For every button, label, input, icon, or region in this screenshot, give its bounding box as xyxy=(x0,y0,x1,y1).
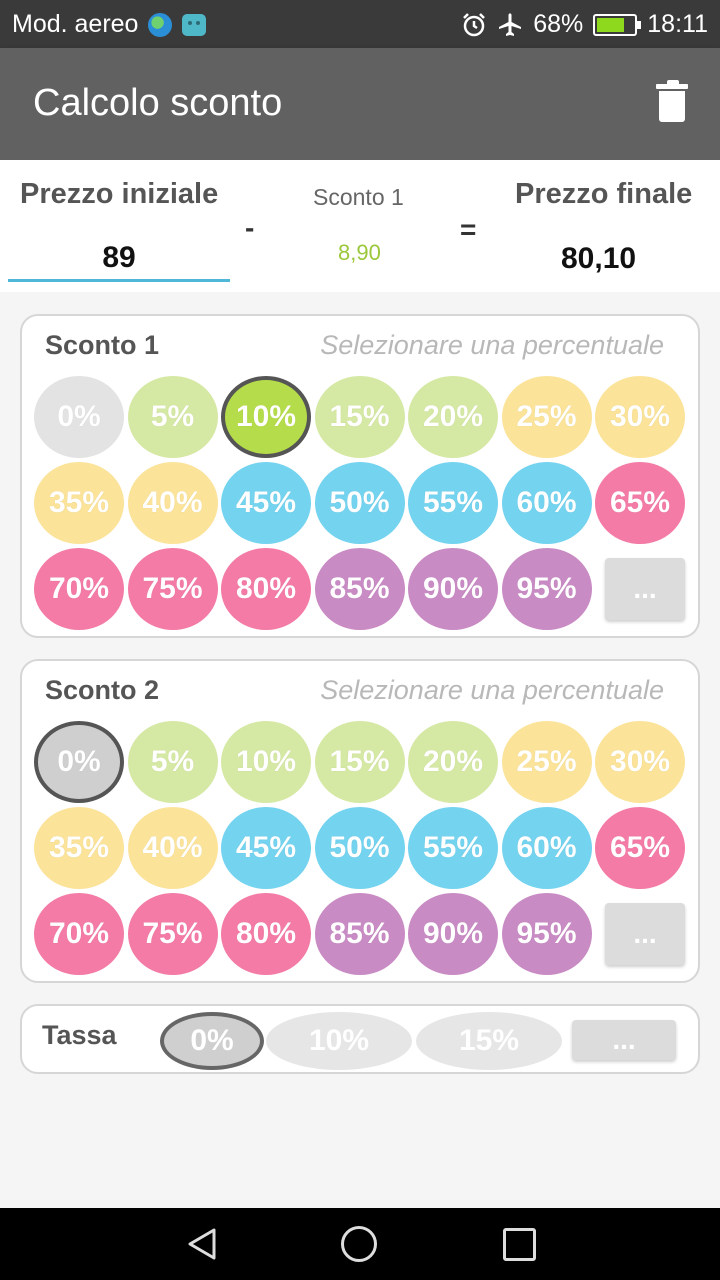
sconto1-option-90[interactable]: 90% xyxy=(408,548,498,630)
sconto2-option-80[interactable]: 80% xyxy=(221,893,311,975)
sconto2-option-45[interactable]: 45% xyxy=(221,807,311,889)
app-title: Calcolo sconto xyxy=(33,82,283,124)
final-price-value: 80,10 xyxy=(561,242,637,275)
sconto2-option-55[interactable]: 55% xyxy=(408,807,498,889)
final-price-label: Prezzo finale xyxy=(515,178,693,210)
sconto2-option-30[interactable]: 30% xyxy=(595,721,685,803)
sconto1-option-0[interactable]: 0% xyxy=(34,376,124,458)
sconto2-option-10[interactable]: 10% xyxy=(221,721,311,803)
sconto2-option-25[interactable]: 25% xyxy=(501,721,592,803)
sconto2-option-90[interactable]: 90% xyxy=(408,893,498,975)
status-right: 68% 18:11 xyxy=(461,10,708,39)
sconto1-option-15[interactable]: 15% xyxy=(314,376,405,458)
discount-label: Sconto 1 xyxy=(313,184,404,210)
sconto1-option-35[interactable]: 35% xyxy=(34,462,124,544)
tax-more-button[interactable]: ... xyxy=(572,1020,676,1060)
sconto2-option-20[interactable]: 20% xyxy=(408,721,498,803)
sconto1-option-50[interactable]: 50% xyxy=(314,462,405,544)
sconto2-option-65[interactable]: 65% xyxy=(595,807,685,889)
discount1-title: Sconto 1 xyxy=(45,330,160,360)
app-bar: Calcolo sconto xyxy=(0,48,720,160)
sconto1-option-70[interactable]: 70% xyxy=(34,548,124,630)
battery-percent: 68% xyxy=(533,10,584,38)
sconto2-option-75[interactable]: 75% xyxy=(127,893,218,975)
tax-option-0[interactable]: 0% xyxy=(160,1012,264,1070)
price-summary: Prezzo iniziale Sconto 1 Prezzo finale -… xyxy=(0,160,720,292)
status-left: Mod. aereo xyxy=(12,10,207,39)
sconto1-option-85[interactable]: 85% xyxy=(314,548,405,630)
sconto1-option-80[interactable]: 80% xyxy=(221,548,311,630)
initial-price-input[interactable] xyxy=(8,236,230,282)
sconto1-option-5[interactable]: 5% xyxy=(127,376,218,458)
globe-icon xyxy=(148,12,173,37)
tax-option-10[interactable]: 10% xyxy=(266,1012,412,1070)
sconto1-option-25[interactable]: 25% xyxy=(501,376,592,458)
airplane-mode-label: Mod. aereo xyxy=(12,10,139,38)
home-icon[interactable] xyxy=(341,1226,377,1262)
airplane-icon xyxy=(499,12,522,36)
discount-value: 8,90 xyxy=(338,240,381,265)
sconto1-option-10[interactable]: 10% xyxy=(221,376,311,458)
sconto2-option-70[interactable]: 70% xyxy=(34,893,124,975)
sconto1-option-30[interactable]: 30% xyxy=(595,376,685,458)
sconto1-option-20[interactable]: 20% xyxy=(408,376,498,458)
sconto1-option-55[interactable]: 55% xyxy=(408,462,498,544)
equals-sign: = xyxy=(460,214,477,245)
tax-title: Tassa xyxy=(42,1020,117,1050)
sconto1-more-button[interactable]: ... xyxy=(605,558,685,620)
android-icon xyxy=(182,13,207,36)
sconto2-option-5[interactable]: 5% xyxy=(127,721,218,803)
recent-apps-icon[interactable] xyxy=(503,1228,536,1261)
tax-option-15[interactable]: 15% xyxy=(416,1012,562,1070)
alarm-icon xyxy=(463,12,486,36)
discount1-hint: Selezionare una percentuale xyxy=(320,330,664,360)
sconto1-option-45[interactable]: 45% xyxy=(221,462,311,544)
back-icon[interactable] xyxy=(184,1226,220,1262)
sconto2-option-40[interactable]: 40% xyxy=(127,807,218,889)
initial-price-label: Prezzo iniziale xyxy=(20,178,219,210)
tax-panel: Tassa 0% 10% 15% ... xyxy=(20,1004,700,1074)
discount2-panel: Sconto 2 Selezionare una percentuale 0% 5… xyxy=(20,659,700,983)
minus-sign: - xyxy=(245,212,255,243)
sconto2-more-button[interactable]: ... xyxy=(605,903,685,965)
clock: 18:11 xyxy=(647,10,708,38)
sconto2-option-50[interactable]: 50% xyxy=(314,807,405,889)
sconto2-option-0[interactable]: 0% xyxy=(34,721,124,803)
sconto2-option-15[interactable]: 15% xyxy=(314,721,405,803)
status-bar: Mod. aereo 68% 18:11 xyxy=(0,0,720,48)
sconto2-option-35[interactable]: 35% xyxy=(34,807,124,889)
sconto1-option-95[interactable]: 95% xyxy=(501,548,592,630)
sconto2-option-60[interactable]: 60% xyxy=(501,807,592,889)
sconto1-option-60[interactable]: 60% xyxy=(501,462,592,544)
sconto1-option-65[interactable]: 65% xyxy=(595,462,685,544)
sconto1-option-75[interactable]: 75% xyxy=(127,548,218,630)
sconto1-option-40[interactable]: 40% xyxy=(127,462,218,544)
sconto2-option-95[interactable]: 95% xyxy=(501,893,592,975)
discount1-panel: Sconto 1 Selezionare una percentuale 0% 5… xyxy=(20,314,700,638)
battery-icon xyxy=(593,13,642,36)
trash-icon[interactable] xyxy=(656,80,688,122)
navigation-bar xyxy=(0,1208,720,1280)
sconto2-option-85[interactable]: 85% xyxy=(314,893,405,975)
discount2-title: Sconto 2 xyxy=(45,675,160,705)
discount2-hint: Selezionare una percentuale xyxy=(320,675,664,705)
